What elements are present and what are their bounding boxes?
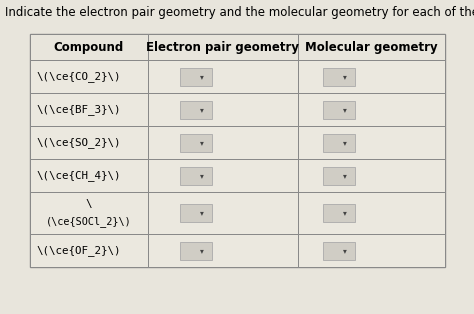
Bar	[148, 34, 298, 60]
Bar	[180, 100, 212, 118]
Bar	[30, 234, 148, 267]
Bar	[30, 192, 148, 234]
Text: ▾: ▾	[343, 105, 347, 114]
Bar	[298, 60, 445, 93]
Text: \(\ce{BF_3}\): \(\ce{BF_3}\)	[36, 104, 120, 115]
Text: \: \	[86, 199, 92, 209]
Bar	[298, 192, 445, 234]
Bar	[148, 192, 298, 234]
Bar	[30, 34, 445, 267]
Text: \(\ce{OF_2}\): \(\ce{OF_2}\)	[36, 245, 120, 256]
Bar	[30, 93, 148, 126]
Text: Molecular geometry: Molecular geometry	[305, 41, 438, 53]
Text: (\ce{SOCl_2}\): (\ce{SOCl_2}\)	[46, 216, 132, 227]
Bar	[148, 60, 298, 93]
Bar	[323, 100, 355, 118]
Text: ▾: ▾	[343, 138, 347, 147]
Bar	[298, 93, 445, 126]
Bar	[180, 133, 212, 151]
Text: ▾: ▾	[343, 246, 347, 255]
Bar	[148, 234, 298, 267]
Text: ▾: ▾	[200, 72, 204, 81]
Text: ▾: ▾	[343, 171, 347, 180]
Bar	[323, 133, 355, 151]
Bar	[180, 166, 212, 185]
Bar	[323, 204, 355, 222]
Bar	[30, 34, 148, 60]
Text: Compound: Compound	[54, 41, 124, 53]
Text: ▾: ▾	[200, 138, 204, 147]
Text: ▾: ▾	[200, 208, 204, 218]
Bar	[180, 204, 212, 222]
Text: Electron pair geometry: Electron pair geometry	[146, 41, 300, 53]
Bar	[180, 241, 212, 259]
Text: ▾: ▾	[200, 105, 204, 114]
Text: Indicate the electron pair geometry and the molecular geometry for each of the s: Indicate the electron pair geometry and …	[5, 6, 474, 19]
Bar	[323, 68, 355, 85]
Bar	[298, 34, 445, 60]
Text: ▾: ▾	[200, 246, 204, 255]
Text: ▾: ▾	[200, 171, 204, 180]
Bar	[30, 126, 148, 159]
Bar	[298, 234, 445, 267]
Text: ▾: ▾	[343, 208, 347, 218]
Text: ▾: ▾	[343, 72, 347, 81]
Bar	[323, 166, 355, 185]
Bar	[298, 126, 445, 159]
Bar	[30, 60, 148, 93]
Text: \(\ce{SO_2}\): \(\ce{SO_2}\)	[36, 137, 120, 148]
Bar	[323, 241, 355, 259]
Text: \(\ce{CO_2}\): \(\ce{CO_2}\)	[36, 71, 120, 82]
Text: \(\ce{CH_4}\): \(\ce{CH_4}\)	[36, 170, 120, 181]
Bar	[298, 159, 445, 192]
Bar	[148, 159, 298, 192]
Bar	[148, 93, 298, 126]
Bar	[148, 126, 298, 159]
Bar	[30, 159, 148, 192]
Bar	[180, 68, 212, 85]
